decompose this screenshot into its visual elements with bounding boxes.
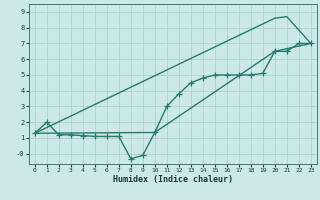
X-axis label: Humidex (Indice chaleur): Humidex (Indice chaleur): [113, 175, 233, 184]
